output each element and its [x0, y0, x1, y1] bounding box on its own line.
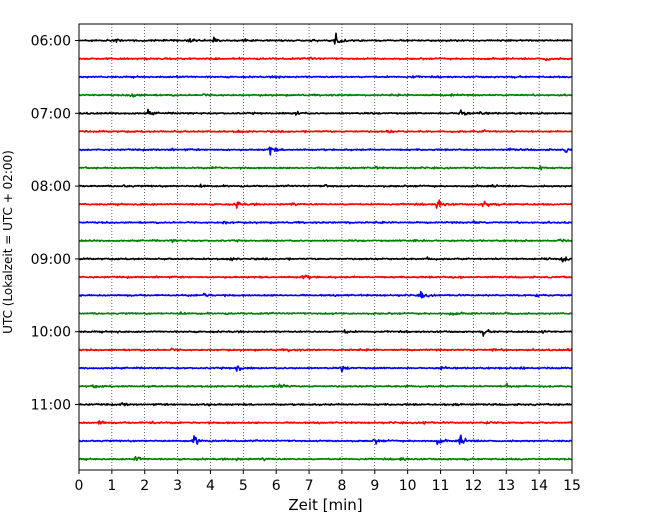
trace-1015 [78, 347, 573, 353]
y-axis-label: UTC (Lokalzeit = UTC + 02:00) [1, 150, 15, 334]
trace-0830 [78, 220, 573, 225]
trace-1115 [78, 420, 573, 425]
x-tick-label: 6 [272, 478, 281, 494]
y-axis: 06:00 07:00 08:00 09:00 10:00 11:00 [31, 34, 79, 414]
trace-0630 [78, 75, 573, 79]
trace-1030 [78, 365, 573, 373]
x-tick-label: 12 [464, 478, 482, 494]
y-tick-label: 10:00 [31, 325, 71, 341]
trace-0915 [78, 274, 573, 280]
y-tick-label: 07:00 [31, 106, 71, 122]
x-tick-label: 9 [370, 478, 379, 494]
x-tick-label: 15 [563, 478, 581, 494]
x-tick-label: 3 [173, 478, 182, 494]
trace-1100 [78, 402, 573, 407]
x-tick-label: 10 [399, 478, 417, 494]
trace-1045 [78, 382, 573, 389]
seismic-traces [78, 32, 573, 462]
trace-0930 [78, 290, 573, 299]
trace-0945 [78, 311, 573, 316]
trace-0815 [78, 199, 573, 209]
trace-0730 [78, 146, 573, 156]
trace-1130 [78, 434, 573, 446]
trace-0700 [78, 108, 573, 116]
y-tick-label: 06:00 [31, 34, 71, 50]
plot-frame [78, 23, 573, 471]
x-tick-label: 5 [239, 478, 248, 494]
x-tick-label: 7 [305, 478, 314, 494]
plot-area [79, 24, 572, 470]
x-axis: 0 1 2 3 4 5 6 7 8 9 10 11 12 13 14 15 [75, 470, 581, 494]
trace-0845 [78, 238, 573, 244]
trace-0615 [78, 56, 573, 62]
x-tick-label: 14 [530, 478, 548, 494]
trace-0600 [78, 32, 573, 45]
trace-0900 [78, 256, 573, 263]
y-tick-label: 11:00 [31, 398, 71, 414]
x-tick-label: 13 [497, 478, 515, 494]
trace-1000 [78, 328, 573, 337]
trace-0745 [78, 165, 573, 171]
y-tick-label: 09:00 [31, 252, 71, 268]
x-axis-label: Zeit [min] [288, 496, 362, 514]
x-tick-label: 4 [206, 478, 215, 494]
x-tick-label: 1 [107, 478, 116, 494]
x-tick-label: 11 [432, 478, 450, 494]
trace-0645 [78, 93, 573, 98]
y-tick-label: 08:00 [31, 179, 71, 195]
trace-1145 [78, 455, 573, 462]
trace-0800 [78, 183, 573, 188]
x-tick-label: 0 [75, 478, 84, 494]
x-tick-label: 2 [140, 478, 149, 494]
trace-0715 [78, 129, 573, 134]
x-tick-label: 8 [337, 478, 346, 494]
